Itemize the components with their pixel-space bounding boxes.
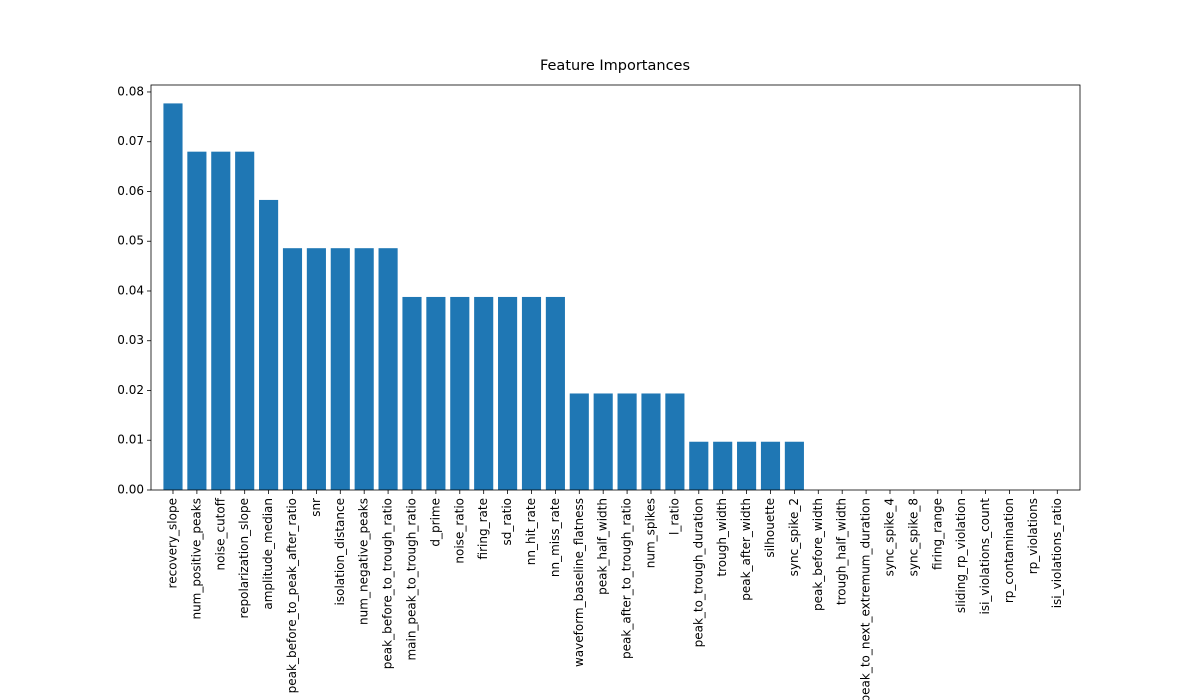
bar <box>760 441 781 490</box>
x-tick-label: amplitude_median <box>261 498 275 610</box>
x-tick-label: num_negative_peaks <box>357 498 371 625</box>
x-tick-label: peak_after_to_trough_ratio <box>620 498 634 659</box>
x-tick-label: noise_ratio <box>452 498 466 564</box>
bar <box>617 393 637 490</box>
x-tick-label: peak_to_next_extremum_duration <box>859 498 873 700</box>
bar <box>521 296 542 490</box>
y-tick-label: 0.06 <box>117 184 144 198</box>
bar <box>450 296 470 490</box>
x-tick-label: peak_before_to_peak_after_ratio <box>285 498 299 693</box>
x-tick-label: sync_spike_4 <box>882 498 896 576</box>
bar <box>282 248 303 490</box>
x-tick-label: nn_miss_rate <box>548 498 562 577</box>
bar <box>306 248 326 490</box>
x-tick-label: isi_violations_ratio <box>1050 498 1064 608</box>
x-tick-label: isi_violations_count <box>978 498 992 615</box>
y-tick-label: 0.02 <box>117 383 144 397</box>
bar <box>689 441 709 490</box>
x-tick-label: num_positive_peaks <box>189 498 203 620</box>
y-tick-label: 0.00 <box>117 483 144 497</box>
plot-frame <box>150 84 1081 491</box>
x-tick-label: sd_ratio <box>500 498 514 546</box>
bar <box>259 199 279 490</box>
x-tick-label: silhouette <box>763 498 777 558</box>
y-tick-label: 0.07 <box>117 134 144 148</box>
chart-title: Feature Importances <box>540 58 690 74</box>
x-tick-label: waveform_baseline_flatness <box>572 498 586 667</box>
x-tick-label: l_ratio <box>667 498 681 535</box>
bar <box>474 296 494 490</box>
bar <box>593 393 613 490</box>
x-tick-label: num_spikes <box>643 498 657 568</box>
x-tick-label: rp_violations <box>1026 498 1040 574</box>
x-tick-label: sliding_rp_violation <box>954 498 968 613</box>
x-tick-label: noise_cutoff <box>213 497 227 570</box>
bar <box>211 151 231 490</box>
y-tick-label: 0.03 <box>117 333 144 347</box>
x-tick-label: isolation_distance <box>333 498 347 605</box>
x-tick-label: firing_range <box>930 498 944 570</box>
x-tick-label: snr <box>309 498 323 517</box>
bar <box>665 393 685 490</box>
bar <box>569 393 589 490</box>
bar <box>737 441 757 490</box>
x-tick-label: trough_width <box>715 498 729 577</box>
bar <box>713 441 733 490</box>
x-tick-label: peak_before_to_trough_ratio <box>381 498 395 669</box>
bar <box>378 248 398 490</box>
bar <box>426 296 446 490</box>
x-tick-label: trough_half_width <box>835 498 849 605</box>
x-tick-label: d_prime <box>428 498 442 547</box>
bar <box>354 248 374 490</box>
y-tick-label: 0.08 <box>117 84 144 98</box>
bar <box>402 296 422 490</box>
x-tick-label: peak_before_width <box>811 498 825 611</box>
x-tick-label: sync_spike_2 <box>787 498 801 576</box>
y-tick-label: 0.01 <box>117 433 144 447</box>
bar <box>784 441 804 490</box>
x-tick-label: peak_half_width <box>596 498 610 595</box>
x-tick-label: rp_contamination <box>1002 498 1016 603</box>
bar <box>641 393 661 490</box>
y-tick-label: 0.05 <box>117 234 144 248</box>
bar <box>330 248 350 490</box>
x-tick-label: nn_hit_rate <box>524 498 538 565</box>
bar <box>163 103 183 490</box>
x-tick-label: recovery_slope <box>165 498 179 588</box>
x-tick-label: repolarization_slope <box>237 498 251 619</box>
y-tick-label: 0.04 <box>117 283 144 297</box>
bar <box>498 296 518 490</box>
x-tick-label: firing_rate <box>476 498 490 559</box>
bar <box>545 296 565 490</box>
x-tick-label: peak_to_trough_duration <box>691 498 705 647</box>
bar <box>187 151 207 490</box>
bar <box>235 151 255 490</box>
x-tick-label: peak_after_width <box>739 498 753 601</box>
x-tick-label: sync_spike_8 <box>906 498 920 576</box>
x-tick-label: main_peak_to_trough_ratio <box>404 498 418 661</box>
